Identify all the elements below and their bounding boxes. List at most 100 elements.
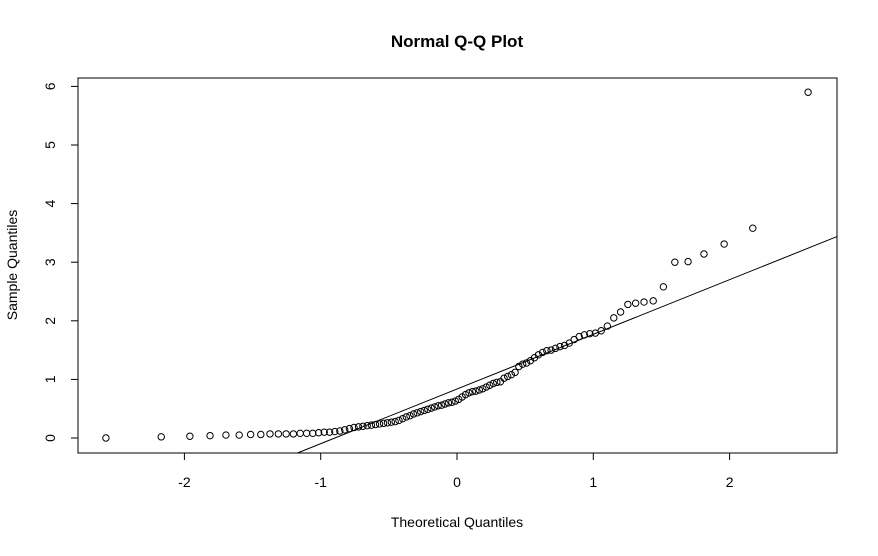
data-point (610, 314, 618, 322)
data-point (749, 224, 757, 232)
data-point (475, 386, 484, 394)
data-point (534, 351, 543, 359)
data-point (398, 414, 407, 423)
data-point (402, 413, 411, 421)
data-point (603, 322, 612, 330)
data-point (345, 424, 354, 433)
data-point (543, 346, 551, 355)
x-tick-label: 1 (589, 474, 597, 490)
data-point (363, 421, 371, 430)
data-point (371, 420, 380, 429)
data-point (538, 348, 547, 357)
data-point (640, 298, 648, 306)
data-point (489, 379, 497, 388)
data-point (387, 418, 396, 426)
data-point (309, 429, 317, 438)
data-point (350, 423, 358, 432)
data-point (493, 378, 501, 387)
data-point (257, 430, 265, 439)
y-axis-label: Sample Quantiles (4, 210, 20, 321)
data-point (461, 390, 470, 399)
data-point (720, 240, 728, 248)
data-point (420, 406, 428, 415)
data-point (430, 403, 439, 411)
data-point (565, 339, 573, 347)
data-point (700, 250, 708, 258)
data-point (547, 346, 555, 354)
data-point (482, 383, 490, 391)
data-point (427, 404, 435, 412)
data-point (479, 385, 487, 393)
data-point (354, 423, 363, 431)
data-point (580, 331, 589, 339)
data-point (274, 430, 283, 438)
x-axis-label: Theoretical Quantiles (391, 514, 523, 530)
data-point (375, 420, 384, 428)
data-point (486, 381, 494, 389)
data-point (624, 300, 632, 309)
data-point (551, 344, 560, 353)
data-point (157, 433, 165, 441)
data-point (383, 419, 392, 427)
data-point (395, 416, 403, 425)
y-tick-label: 0 (42, 434, 58, 442)
data-point (102, 434, 110, 442)
data-point (406, 412, 414, 420)
data-point (451, 397, 459, 405)
data-point (444, 399, 453, 407)
data-point (367, 421, 376, 429)
data-point (575, 332, 583, 341)
data-point (296, 429, 304, 438)
x-tick-label: 2 (726, 474, 734, 490)
x-tick-label: -2 (178, 474, 191, 490)
x-tick-label: -1 (314, 474, 327, 490)
y-tick-label: 4 (42, 199, 58, 207)
data-point (336, 427, 344, 435)
data-point (671, 258, 679, 266)
data-point (222, 431, 230, 439)
data-point (302, 429, 311, 438)
data-point (597, 327, 605, 335)
data-point (507, 371, 516, 379)
data-point (331, 427, 339, 436)
data-point (441, 400, 449, 408)
data-point (472, 387, 480, 395)
data-point (341, 426, 349, 434)
data-point (424, 405, 432, 413)
data-point (586, 329, 594, 338)
data-point (659, 283, 668, 291)
y-tick-label: 2 (42, 317, 58, 325)
data-point (325, 428, 334, 436)
data-point (631, 299, 640, 307)
chart-title: Normal Q-Q Plot (391, 32, 524, 51)
data-point (266, 430, 274, 438)
data-point (616, 308, 625, 316)
data-point (556, 342, 564, 351)
data-point (206, 431, 214, 440)
x-tick-label: 0 (453, 474, 461, 490)
data-point (649, 297, 657, 305)
data-point (500, 374, 508, 382)
data-point (518, 360, 527, 368)
data-point (413, 409, 421, 417)
data-point (511, 368, 519, 377)
data-point (448, 398, 456, 406)
y-tick-label: 6 (42, 82, 58, 90)
data-point (503, 372, 512, 381)
data-point (437, 401, 446, 409)
data-point (235, 431, 243, 439)
data-point (246, 430, 255, 439)
y-tick-label: 5 (42, 141, 58, 149)
y-tick-label: 3 (42, 258, 58, 266)
data-point (684, 257, 692, 266)
data-point (282, 430, 290, 438)
data-point (515, 362, 523, 371)
data-point (379, 419, 388, 428)
data-point (391, 417, 399, 426)
y-tick-label: 1 (42, 375, 58, 383)
data-point (314, 429, 323, 437)
data-point (186, 432, 194, 440)
data-point (289, 430, 298, 438)
data-point (417, 407, 425, 416)
